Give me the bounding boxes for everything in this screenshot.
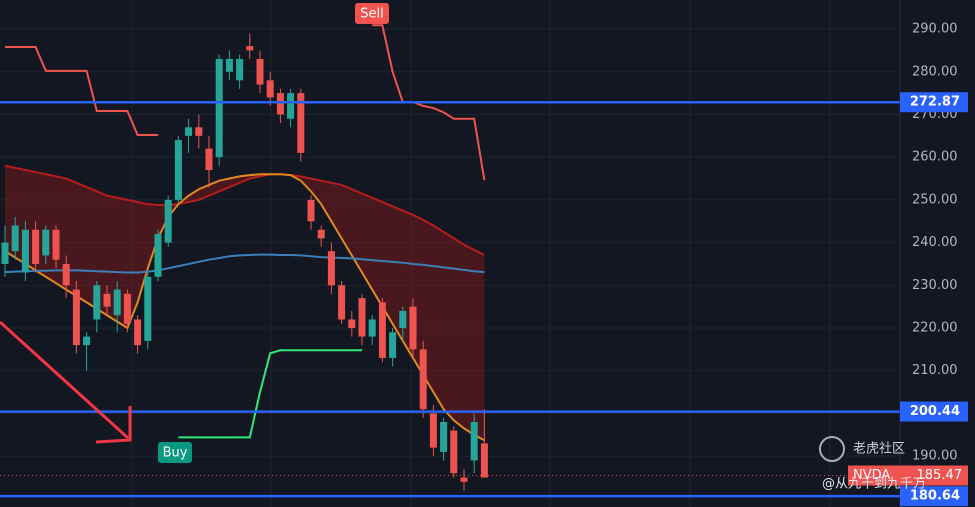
- arrow: [0, 320, 132, 444]
- plot: [0, 24, 900, 498]
- candle-body: [236, 58, 244, 81]
- buy-label: Buy: [163, 446, 188, 461]
- y-tick-label: 220.00: [912, 321, 958, 336]
- candle-body: [450, 430, 458, 474]
- candle-body: [297, 93, 305, 153]
- y-tick-label: 240.00: [912, 235, 958, 250]
- watermark-author: @从九千到九千万: [822, 477, 926, 492]
- candle-body: [21, 229, 29, 273]
- level-label: 272.87: [910, 95, 960, 110]
- candle-body: [113, 289, 121, 316]
- candle-body: [154, 234, 162, 277]
- candle-body: [348, 319, 356, 329]
- indicator-line: [4, 173, 485, 442]
- candle-body: [195, 127, 203, 136]
- candle-body: [11, 225, 19, 252]
- arrow-head: [95, 406, 132, 444]
- ribbon: [5, 165, 485, 441]
- candle-body: [93, 285, 101, 320]
- level-tag: [900, 92, 968, 113]
- y-tick-label: 190.00: [912, 449, 958, 464]
- level-tag: [900, 486, 968, 507]
- y-tick-label: 250.00: [912, 192, 958, 207]
- candle-body: [123, 293, 131, 324]
- candle-body: [1, 242, 9, 264]
- candle-body: [185, 127, 193, 136]
- candle-body: [83, 336, 91, 346]
- overlay: 190.00200.00210.00220.00230.00240.00250.…: [158, 3, 968, 507]
- candle-body: [399, 310, 407, 329]
- sell-tag: [355, 3, 389, 24]
- level-tag: [900, 401, 968, 422]
- indicator-line: [5, 24, 486, 181]
- candle-body: [358, 298, 366, 337]
- candle-body: [256, 58, 264, 85]
- candle-body: [440, 422, 448, 452]
- last-price-tag: [848, 465, 968, 486]
- candle-body: [480, 443, 488, 478]
- indicator-line: [4, 164, 485, 256]
- candle-body: [317, 229, 325, 239]
- indicator-line: [4, 253, 485, 274]
- candle-body: [42, 229, 50, 256]
- buy-tag: [158, 442, 192, 463]
- y-tick-label: 230.00: [912, 278, 958, 293]
- candle-body: [32, 229, 40, 264]
- indicator-line: [178, 349, 362, 439]
- candle-body: [429, 413, 437, 448]
- y-tick-label: 210.00: [912, 363, 958, 378]
- last-price-label: 185.47: [917, 468, 963, 483]
- candle-body: [225, 58, 233, 72]
- candle-body: [389, 332, 397, 358]
- sell-label: Sell: [360, 7, 383, 22]
- candle-body: [164, 199, 172, 243]
- candle-body: [307, 199, 315, 222]
- candle-body: [338, 285, 346, 320]
- candle-body: [52, 229, 60, 260]
- candle-body: [266, 80, 274, 98]
- watermark-title: 老虎社区: [853, 441, 905, 457]
- candle-body: [103, 293, 111, 307]
- last-price-name: NVDA: [853, 468, 890, 483]
- candle-body: [62, 263, 70, 286]
- y-tick-label: 280.00: [912, 64, 958, 79]
- candle-body: [215, 58, 223, 158]
- y-tick-label: 260.00: [912, 150, 958, 165]
- candle-body: [276, 93, 284, 115]
- candle-body: [72, 289, 80, 346]
- level-label: 200.44: [910, 404, 960, 419]
- watermark-icon: [819, 436, 845, 462]
- candle-body: [205, 148, 213, 170]
- candle-body: [378, 302, 386, 358]
- candle-body: [246, 46, 254, 51]
- candle-body: [409, 306, 417, 350]
- level-label: 180.64: [910, 489, 960, 504]
- candle-body: [419, 349, 427, 410]
- arrow-line: [0, 320, 130, 440]
- candle-body: [174, 140, 182, 200]
- candle-body: [144, 276, 152, 341]
- candle-body: [460, 477, 468, 482]
- y-tick-label: 290.00: [912, 22, 958, 37]
- candle-body: [327, 251, 335, 286]
- candle-body: [470, 422, 478, 461]
- candle-body: [368, 319, 376, 337]
- candle-body: [287, 93, 295, 119]
- candle-body: [134, 319, 142, 346]
